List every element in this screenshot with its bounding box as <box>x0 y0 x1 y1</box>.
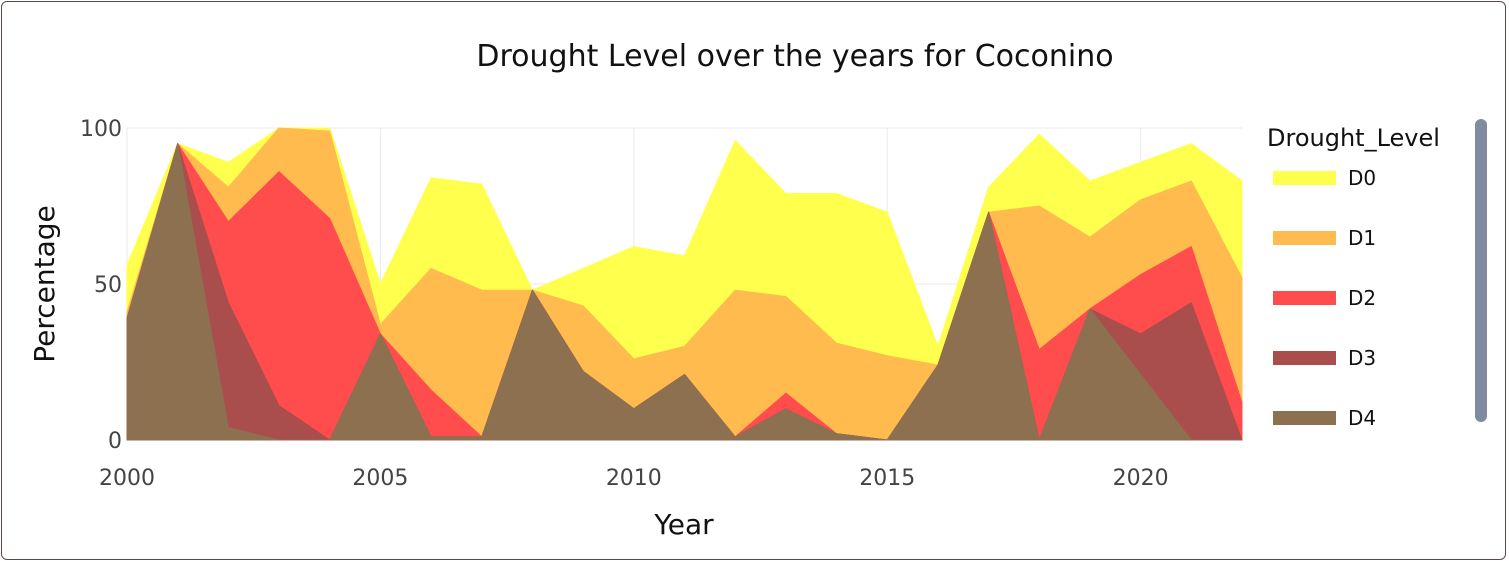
x-tick-label-3: 2015 <box>859 466 915 491</box>
legend: Drought_Level D0 D1 D2 D3 D4 <box>1267 124 1440 430</box>
legend-label-d1[interactable]: D1 <box>1348 226 1376 250</box>
y-tick-label-2: 100 <box>80 117 122 142</box>
x-tick-label-1: 2005 <box>352 466 408 491</box>
legend-swatch-d3[interactable] <box>1273 351 1336 365</box>
legend-label-d4[interactable]: D4 <box>1348 406 1376 430</box>
legend-label-d3[interactable]: D3 <box>1348 346 1376 370</box>
y-tick-label-1: 50 <box>94 273 122 298</box>
x-tick-label-0: 2000 <box>99 466 155 491</box>
y-axis-title: Percentage <box>28 205 61 363</box>
legend-scrollbar[interactable] <box>1475 119 1487 422</box>
legend-label-d0[interactable]: D0 <box>1348 166 1376 190</box>
x-tick-label-4: 2020 <box>1113 466 1169 491</box>
chart-title: Drought Level over the years for Coconin… <box>476 39 1113 74</box>
x-tick-label-2: 2010 <box>606 466 662 491</box>
legend-swatch-d2[interactable] <box>1273 291 1336 305</box>
legend-title: Drought_Level <box>1267 124 1440 152</box>
y-tick-label-0: 0 <box>108 429 122 454</box>
legend-label-d2[interactable]: D2 <box>1348 286 1376 310</box>
area-series <box>126 127 1243 441</box>
legend-swatch-d4[interactable] <box>1273 411 1336 425</box>
area-d4 <box>126 143 1243 441</box>
x-axis-ticks: 2000 2005 2010 2015 2020 <box>99 466 1169 491</box>
y-axis-ticks: 0 50 100 <box>80 117 122 454</box>
legend-swatch-d1[interactable] <box>1273 231 1336 245</box>
x-axis-title: Year <box>653 508 714 541</box>
legend-swatch-d0[interactable] <box>1273 171 1336 185</box>
